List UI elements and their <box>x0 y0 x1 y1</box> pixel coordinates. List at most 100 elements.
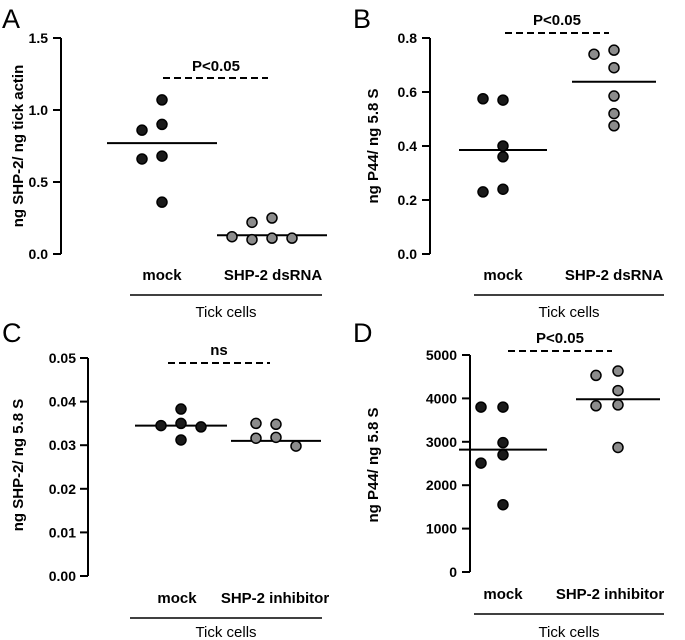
panel-a-yticks: 0.0 0.5 1.0 1.5 <box>29 30 61 262</box>
data-point <box>612 365 624 377</box>
panel-a-ylabel: ng SHP-2/ ng tick actin <box>10 65 27 228</box>
ytick-label: 3000 <box>426 434 457 450</box>
data-point <box>497 401 509 413</box>
ytick-label: 0 <box>449 564 457 580</box>
panel-c-significance-label: ns <box>210 342 228 359</box>
panel-c-group-label: Tick cells <box>195 624 256 640</box>
data-point <box>588 48 600 60</box>
panel-a: A ng SHP-2/ ng tick actin 0.0 0.5 1.0 1.… <box>2 4 322 321</box>
data-point <box>497 449 509 461</box>
panel-b-category-treatment: SHP-2 dsRNA <box>565 267 664 284</box>
panel-b-group-label: Tick cells <box>538 304 599 321</box>
data-point <box>477 93 489 105</box>
data-point <box>608 107 620 120</box>
panel-d-category-treatment: SHP-2 inhibitor <box>556 586 664 603</box>
data-point <box>497 436 509 449</box>
ytick-label: 0.4 <box>398 138 418 154</box>
data-marks <box>107 44 660 511</box>
ytick-label: 1000 <box>426 521 457 537</box>
data-point <box>475 401 487 413</box>
data-point <box>497 151 509 163</box>
data-point <box>226 230 238 243</box>
panel-c: C ng SHP-2/ ng 5.8 S 0.00 0.01 0.02 0.03… <box>2 318 329 640</box>
data-point <box>156 196 168 208</box>
data-point <box>608 90 620 102</box>
data-point <box>270 431 282 444</box>
ytick-label: 0.02 <box>49 481 76 497</box>
data-point <box>286 232 298 244</box>
panel-d-category-mock: mock <box>483 586 523 603</box>
data-point <box>136 153 148 165</box>
panel-a-category-treatment: SHP-2 dsRNA <box>224 267 323 284</box>
panel-d-ylabel: ng P44/ ng 5.8 S <box>365 407 382 522</box>
data-point <box>250 417 262 430</box>
ytick-label: 0.6 <box>398 84 418 100</box>
data-point <box>497 183 509 195</box>
panel-d: D ng P44/ ng 5.8 S 0 1000 2000 3000 4000… <box>353 318 664 640</box>
ytick-label: 0.04 <box>49 394 76 410</box>
data-point <box>175 417 187 430</box>
panel-c-category-treatment: SHP-2 inhibitor <box>221 590 329 607</box>
ytick-label: 0.01 <box>49 524 76 540</box>
data-point <box>270 418 282 431</box>
data-point <box>477 186 489 198</box>
data-point <box>608 120 620 132</box>
ytick-label: 4000 <box>426 390 457 406</box>
panel-a-category-mock: mock <box>142 267 182 284</box>
data-point <box>156 118 168 131</box>
ytick-label: 1.0 <box>29 102 49 118</box>
data-point <box>590 369 602 382</box>
panel-letter-b: B <box>353 4 371 34</box>
data-point <box>475 457 487 469</box>
panel-d-group-label: Tick cells <box>538 624 599 640</box>
panel-b-yticks: 0.0 0.2 0.4 0.6 0.8 <box>398 30 430 262</box>
panel-a-significance-label: P<0.05 <box>192 58 240 75</box>
data-point <box>175 434 187 446</box>
ytick-label: 1.5 <box>29 30 49 46</box>
data-point <box>250 432 262 444</box>
data-point <box>156 94 168 106</box>
panel-c-yticks: 0.00 0.01 0.02 0.03 0.04 0.05 <box>49 350 88 584</box>
panel-letter-d: D <box>353 318 373 348</box>
ytick-label: 0.0 <box>398 246 418 262</box>
ytick-label: 5000 <box>426 347 457 363</box>
panel-b-significance-label: P<0.05 <box>533 12 581 29</box>
ytick-label: 2000 <box>426 477 457 493</box>
ytick-label: 0.5 <box>29 174 49 190</box>
panel-d-yticks: 0 1000 2000 3000 4000 5000 <box>426 347 470 580</box>
panel-letter-a: A <box>2 4 20 34</box>
data-point <box>608 44 620 56</box>
data-point <box>497 498 509 511</box>
data-point <box>608 61 620 74</box>
data-point <box>612 384 624 397</box>
data-point <box>497 140 509 152</box>
data-point <box>266 212 278 224</box>
data-point <box>612 399 624 411</box>
data-point <box>136 124 148 136</box>
panel-c-category-mock: mock <box>157 590 197 607</box>
data-point <box>290 440 302 452</box>
ytick-label: 0.03 <box>49 437 76 453</box>
panel-b-ylabel: ng P44/ ng 5.8 S <box>365 88 382 203</box>
ytick-label: 0.05 <box>49 350 76 366</box>
ytick-label: 0.0 <box>29 246 49 262</box>
panel-a-group-label: Tick cells <box>195 304 256 321</box>
data-point <box>156 150 168 162</box>
data-point <box>175 403 187 415</box>
ytick-label: 0.00 <box>49 568 76 584</box>
panel-b: B ng P44/ ng 5.8 S 0.0 0.2 0.4 0.6 0.8 m… <box>353 4 664 321</box>
data-point <box>497 94 509 106</box>
panel-c-ylabel: ng SHP-2/ ng 5.8 S <box>10 399 27 532</box>
data-point <box>155 419 167 432</box>
data-point <box>246 233 258 246</box>
panel-letter-c: C <box>2 318 22 348</box>
data-point <box>266 232 278 244</box>
panel-b-category-mock: mock <box>483 267 523 284</box>
ytick-label: 0.2 <box>398 192 418 208</box>
data-point <box>195 421 207 433</box>
data-point <box>590 400 602 412</box>
data-point <box>612 441 624 454</box>
panel-d-significance-label: P<0.05 <box>536 330 584 347</box>
ytick-label: 0.8 <box>398 30 418 46</box>
